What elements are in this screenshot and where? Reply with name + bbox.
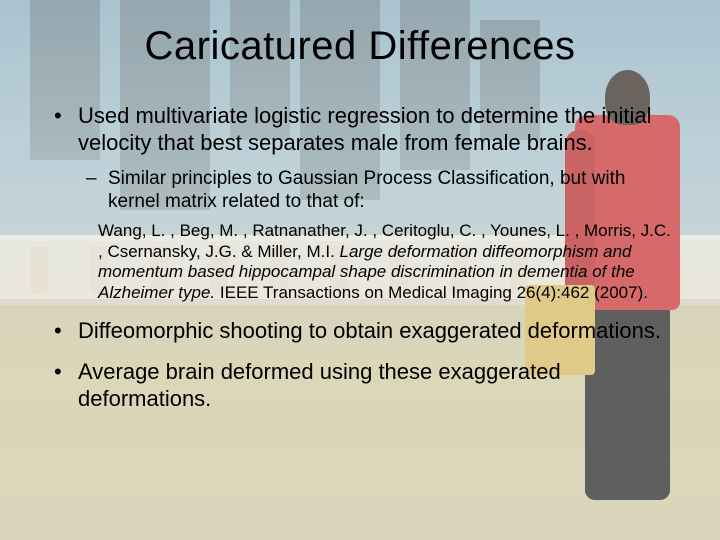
bullet-item: Diffeomorphic shooting to obtain exagger…	[44, 318, 676, 345]
slide-title: Caricatured Differences	[44, 24, 676, 69]
sub-bullet-item: Similar principles to Gaussian Process C…	[78, 167, 676, 213]
sub-bullet-text: Similar principles to Gaussian Process C…	[108, 168, 625, 212]
citation: Wang, L. , Beg, M. , Ratnanather, J. , C…	[98, 221, 676, 304]
citation-source: IEEE Transactions on Medical Imaging 26(…	[215, 283, 648, 302]
bullet-item: Average brain deformed using these exagg…	[44, 359, 676, 413]
bullet-item: Used multivariate logistic regression to…	[44, 103, 676, 304]
bullet-text: Average brain deformed using these exagg…	[78, 359, 561, 411]
bullet-text: Diffeomorphic shooting to obtain exagger…	[78, 318, 661, 343]
slide-content: Caricatured Differences Used multivariat…	[0, 0, 720, 446]
bullet-list: Used multivariate logistic regression to…	[44, 103, 676, 412]
bullet-text: Used multivariate logistic regression to…	[78, 103, 651, 155]
sub-bullet-list: Similar principles to Gaussian Process C…	[78, 167, 676, 213]
